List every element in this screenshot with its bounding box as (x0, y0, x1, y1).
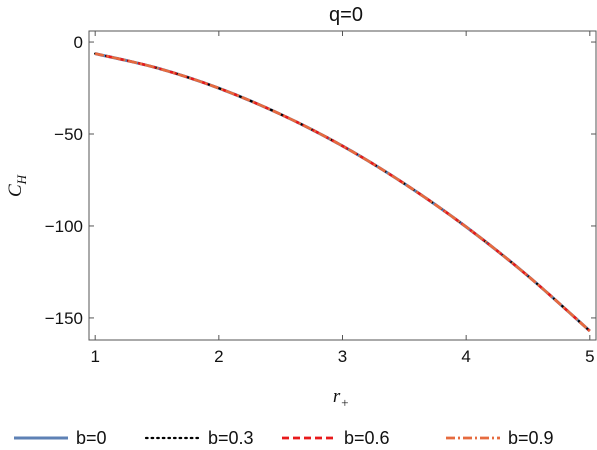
x-tick-label: 1 (90, 347, 99, 366)
x-axis-label-sub: + (340, 395, 349, 410)
x-tick-label: 5 (585, 347, 594, 366)
series-line-b-0-3 (94, 52, 591, 333)
x-tick-label: 4 (461, 347, 470, 366)
y-tick-label: −100 (45, 217, 83, 236)
x-axis-label-main: r (333, 386, 341, 407)
series-lines (94, 52, 591, 333)
svg-text:CH: CH (5, 174, 29, 197)
legend-label: b=0.9 (508, 428, 554, 448)
y-axis-label-main: C (5, 184, 26, 197)
plot-frame (88, 30, 597, 341)
y-axis-ticks: 0 −50 −100 −150 (45, 33, 596, 328)
y-tick-label: −50 (54, 125, 83, 144)
x-axis-ticks: 1 2 3 4 5 (90, 31, 595, 366)
y-tick-label: 0 (74, 33, 83, 52)
series-line-b-0-9 (94, 52, 591, 332)
chart-title: q=0 (329, 4, 363, 26)
legend: b=0 b=0.3 b=0.6 b=0.9 (14, 428, 554, 448)
x-axis-label: r+ (333, 386, 349, 410)
x-tick-label: 3 (338, 347, 347, 366)
y-tick-label: −150 (45, 309, 83, 328)
legend-label: b=0.3 (208, 428, 254, 448)
series-line-b-0 (94, 52, 591, 333)
svg-text:r+: r+ (333, 386, 349, 410)
legend-label: b=0 (76, 428, 107, 448)
plot-area (88, 30, 597, 341)
y-axis-label-sub: H (14, 174, 29, 185)
y-axis-label: CH (5, 174, 29, 197)
x-tick-label: 2 (214, 347, 223, 366)
series-line-b-0-6 (94, 52, 591, 332)
legend-label: b=0.6 (344, 428, 390, 448)
